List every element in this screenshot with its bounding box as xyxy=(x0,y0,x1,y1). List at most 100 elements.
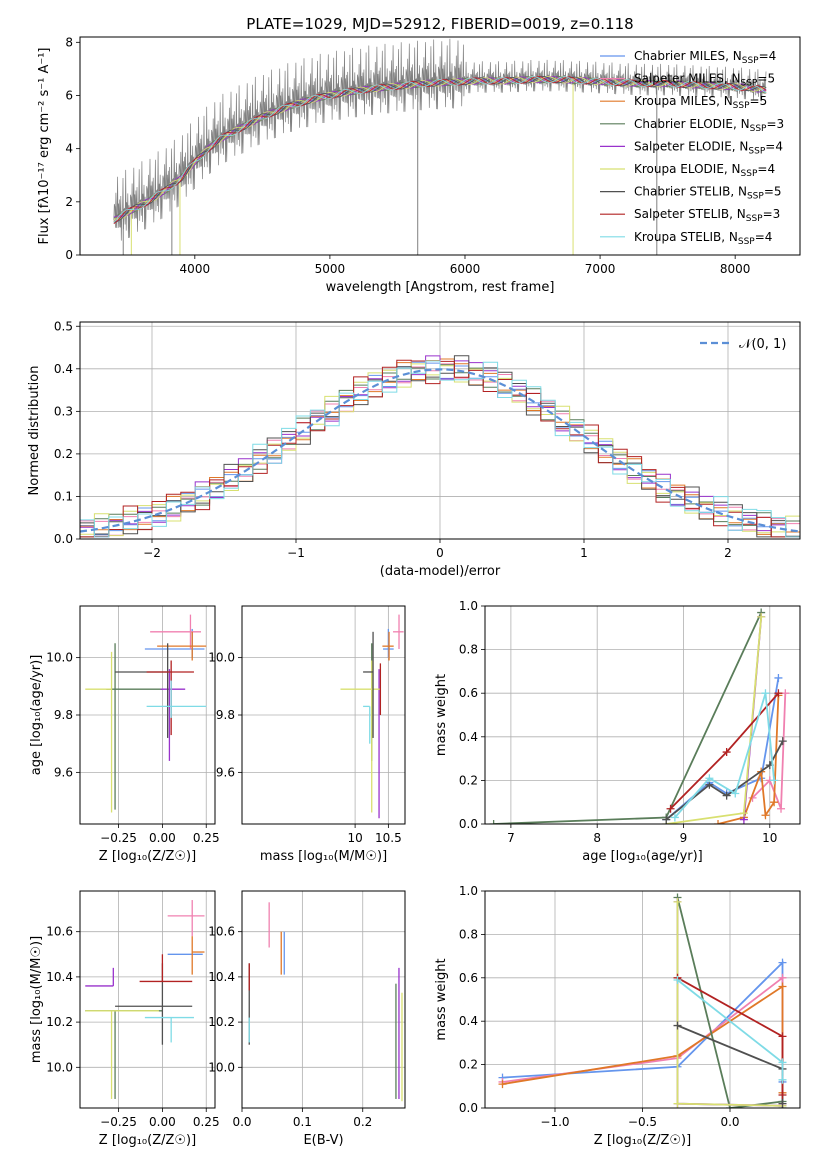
y-tick-label: 10.2 xyxy=(208,1015,235,1029)
legend-eq: = xyxy=(765,139,775,153)
legend-sub: SSP xyxy=(733,101,750,111)
legend-label: Kroupa ELODIE xyxy=(634,162,724,176)
y-tick-label: 0.4 xyxy=(459,1014,478,1028)
weight-point-marker xyxy=(770,776,779,785)
panel-5: 7 8 9 10 0.0 0.2 0.4 0.6 0.8 1.0 age [log₁₀(age/yr… xyxy=(434,599,801,864)
legend-nssp: 4 xyxy=(775,139,783,153)
weight-series-line xyxy=(665,677,780,821)
legend-sep: , N xyxy=(721,230,738,244)
x-axis-label: wavelength [Angstrom, rest frame] xyxy=(326,280,555,295)
panel-8: −1.0 −0.5 0.0 0.0 0.2 0.4 0.6 0.8 1.0 Z [log₁₀(Z/… xyxy=(434,884,801,1148)
y-tick-label: 1.0 xyxy=(459,599,478,613)
panel-6: −0.25 0.00 0.25 10.0 10.2 10.4 10.6 Z [log₁₀(Z/… xyxy=(29,890,220,1148)
axes-frame xyxy=(79,36,801,256)
x-axis-label: Z [log₁₀(Z/Z☉)] xyxy=(99,1133,196,1148)
y-tick-label: 0.0 xyxy=(54,532,73,546)
x-tick-label: 0.0 xyxy=(232,1115,251,1129)
panel-7: 0.0 0.1 0.2 10.0 10.2 10.4 10.6 E(B-V) xyxy=(208,890,406,1148)
legend-eq: = xyxy=(750,94,760,108)
x-axis-label: age [log₁₀(age/yr)] xyxy=(582,849,703,864)
weight-point-marker xyxy=(757,612,766,621)
legend-entry: Kroupa MILES, NSSP=5 xyxy=(634,94,767,111)
legend-sep: , N xyxy=(724,72,741,86)
weight-point-marker xyxy=(489,820,498,824)
weight-point-marker xyxy=(670,813,679,822)
legend-label: Kroupa STELIB xyxy=(634,230,721,244)
plot-area xyxy=(248,902,403,1102)
x-tick-label: 0.25 xyxy=(193,1115,220,1129)
x-tick-label: 0.1 xyxy=(293,1115,312,1129)
plot-area xyxy=(85,900,205,1099)
x-tick-label: 6000 xyxy=(450,262,481,276)
legend-nssp: 5 xyxy=(774,185,782,199)
legend-sub: SSP xyxy=(750,124,767,134)
y-tick-label: 0.2 xyxy=(459,1058,478,1072)
x-axis-label: (data-model)/error xyxy=(380,564,501,579)
legend-eq: = xyxy=(757,162,767,176)
legend-nssp: 5 xyxy=(767,72,775,86)
y-tick-label: 4 xyxy=(65,142,73,156)
y-tick-label: 10.0 xyxy=(46,1060,73,1074)
plot-area xyxy=(340,614,404,819)
legend-nssp: 5 xyxy=(760,94,768,108)
weight-point-marker xyxy=(778,982,787,991)
legend-label: Chabrier STELIB xyxy=(634,185,730,199)
weight-point-marker xyxy=(778,973,787,982)
legend-eq: = xyxy=(766,117,776,131)
y-axis-label: Flux [fλ10⁻¹⁷ erg cm⁻² s⁻¹ A⁻¹] xyxy=(37,48,52,245)
y-tick-label: 0.4 xyxy=(54,362,73,376)
x-tick-label: −0.5 xyxy=(628,1115,657,1129)
x-tick-label: 0.0 xyxy=(720,1115,739,1129)
x-tick-label: −1 xyxy=(287,546,305,560)
plot-area xyxy=(85,614,207,813)
weight-point-marker xyxy=(778,737,787,746)
panel-3: −0.25 0.00 0.25 9.6 9.8 10.0 Z [log₁₀(Z/Z☉)] ag… xyxy=(29,605,220,864)
y-axis-label: mass [log₁₀(M/M☉)] xyxy=(29,936,44,1063)
x-tick-label: 7 xyxy=(507,831,515,845)
model-spectrum xyxy=(113,75,767,224)
weight-point-marker xyxy=(777,804,786,813)
weight-point-marker xyxy=(781,689,790,698)
x-tick-label: 9 xyxy=(680,831,688,845)
legend-entry: Salpeter STELIB, NSSP=3 xyxy=(634,207,780,224)
legend-sep: , N xyxy=(724,162,741,176)
weight-point-marker xyxy=(778,1099,787,1108)
weight-point-marker xyxy=(761,689,770,698)
panel-4: 10 10.5 9.6 9.8 10.0 mass [log₁₀(M/M☉)] xyxy=(208,605,406,864)
legend-sub: SSP xyxy=(741,169,758,179)
x-tick-label: 5000 xyxy=(315,262,346,276)
weight-point-marker xyxy=(722,748,731,757)
legend-label: Chabrier ELODIE xyxy=(634,117,733,131)
y-tick-label: 10.2 xyxy=(46,1015,73,1029)
x-tick-label: 8 xyxy=(593,831,601,845)
plot-area xyxy=(80,355,800,538)
weight-series-line xyxy=(717,695,780,824)
y-axis-label: Normed distribution xyxy=(27,366,42,496)
model-spectrum xyxy=(113,75,767,220)
model-spectrum xyxy=(113,75,767,223)
y-tick-label: 0.2 xyxy=(459,773,478,787)
axes-frame xyxy=(241,890,406,1109)
normal-curve xyxy=(80,368,800,533)
legend-sub: SSP xyxy=(742,56,759,66)
legend-entry: Kroupa STELIB, NSSP=4 xyxy=(634,230,772,247)
legend-nssp: 3 xyxy=(773,207,781,221)
legend-nssp: 3 xyxy=(777,117,785,131)
legend-label: Kroupa MILES xyxy=(634,94,716,108)
y-tick-label: 0.8 xyxy=(459,643,478,657)
x-tick-label: 0 xyxy=(436,546,444,560)
legend-sub: SSP xyxy=(747,192,764,202)
y-tick-label: 0.2 xyxy=(54,447,73,461)
legend-entry: Chabrier ELODIE, NSSP=3 xyxy=(634,117,784,134)
weight-point-marker xyxy=(673,975,682,984)
y-tick-label: 9.8 xyxy=(216,708,235,722)
x-axis-label: mass [log₁₀(M/M☉)] xyxy=(260,849,387,864)
plot-area xyxy=(489,608,790,824)
weight-point-marker xyxy=(673,1021,682,1030)
legend-nssp: 4 xyxy=(767,162,775,176)
legend-sep: , N xyxy=(733,117,750,131)
legend-label: Salpeter MILES xyxy=(634,72,724,86)
x-tick-label: 8000 xyxy=(720,262,751,276)
